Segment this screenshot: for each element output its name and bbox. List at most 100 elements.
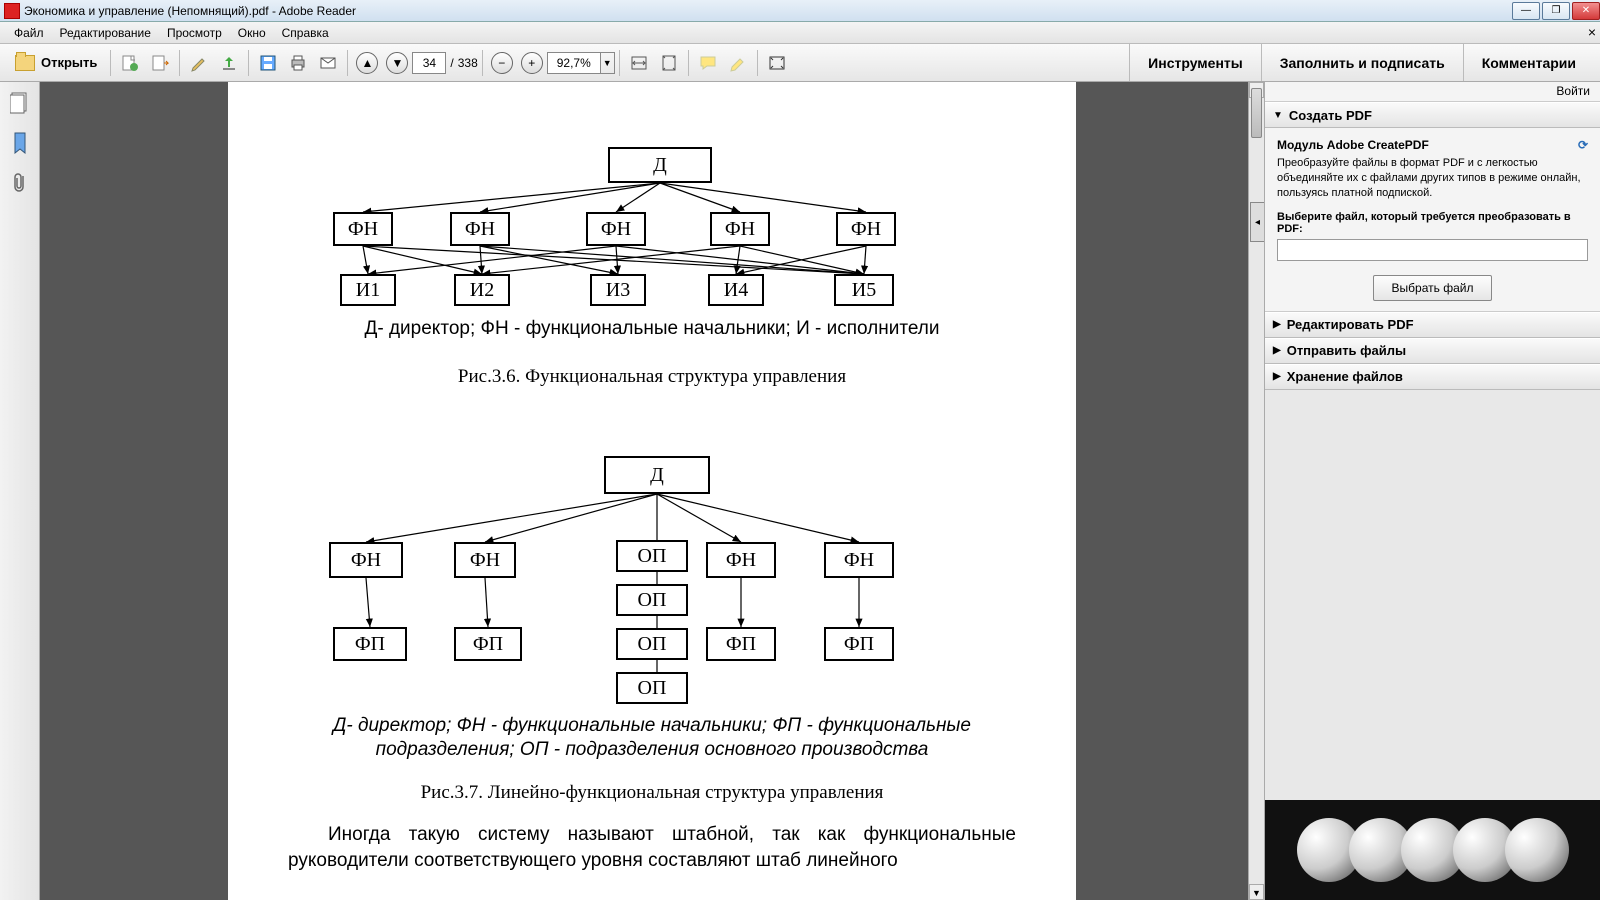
- module-description: Преобразуйте файлы в формат PDF и с легк…: [1277, 156, 1588, 201]
- thumbnails-icon[interactable]: [7, 90, 33, 116]
- zoom-input[interactable]: [548, 53, 600, 73]
- node-P2: ФП: [454, 627, 522, 661]
- section-store-files[interactable]: ▶ Хранение файлов: [1265, 364, 1600, 390]
- pdf-page: Д ФН ФН ФН ФН ФН И1 И2 И3 И4 И5 Д- директор; ФН - …: [228, 82, 1076, 900]
- menu-bar: Файл Редактирование Просмотр Окно Справк…: [0, 22, 1600, 44]
- right-panel: Войти ▼ Создать PDF Модуль Adobe CreateP…: [1264, 82, 1600, 900]
- read-mode-icon[interactable]: [764, 50, 790, 76]
- refresh-icon[interactable]: ⟳: [1578, 138, 1588, 152]
- node-P1: ФП: [333, 627, 407, 661]
- folder-icon: [15, 55, 35, 71]
- email-icon[interactable]: [315, 50, 341, 76]
- node-I3: И3: [590, 274, 646, 306]
- node-F2: ФН: [450, 212, 510, 246]
- node-I4: И4: [708, 274, 764, 306]
- ad-banner[interactable]: [1265, 800, 1600, 900]
- node-D: Д: [604, 456, 710, 494]
- section-store-title: Хранение файлов: [1287, 369, 1403, 384]
- document-area[interactable]: Д ФН ФН ФН ФН ФН И1 И2 И3 И4 И5 Д- директор; ФН - …: [40, 82, 1264, 900]
- chevron-right-icon: ▶: [1273, 371, 1281, 382]
- page-total: 338: [458, 56, 478, 70]
- section-send-files[interactable]: ▶ Отправить файлы: [1265, 338, 1600, 364]
- page-number-input[interactable]: [412, 52, 446, 74]
- diagram1-legend: Д- директор; ФН - функциональные начальн…: [228, 318, 1076, 340]
- node-O3: ОП: [616, 628, 688, 660]
- node-D: Д: [608, 147, 712, 183]
- fit-page-icon[interactable]: [656, 50, 682, 76]
- export-pdf-icon[interactable]: [147, 50, 173, 76]
- scroll-thumb[interactable]: [1251, 88, 1262, 138]
- tab-fill-sign[interactable]: Заполнить и подписать: [1261, 44, 1463, 81]
- section-edit-title: Редактировать PDF: [1287, 317, 1414, 332]
- open-button[interactable]: Открыть: [6, 49, 106, 77]
- app-icon: [4, 3, 20, 19]
- print-icon[interactable]: [285, 50, 311, 76]
- node-F3: ФН: [706, 542, 776, 578]
- login-link[interactable]: Войти: [1265, 82, 1600, 102]
- diagram2-legend: Д- директор; ФН - функциональные начальн…: [228, 714, 1076, 762]
- diagram1-caption: Рис.3.6. Функциональная структура управл…: [228, 366, 1076, 388]
- section-create-pdf[interactable]: ▼ Создать PDF: [1265, 102, 1600, 128]
- section-create-title: Создать PDF: [1289, 108, 1372, 123]
- file-input[interactable]: [1277, 239, 1588, 261]
- diagram2-caption: Рис.3.7. Линейно-функциональная структур…: [228, 782, 1076, 804]
- open-label: Открыть: [41, 55, 97, 70]
- node-F5: ФН: [836, 212, 896, 246]
- zoom-dropdown-icon[interactable]: ▼: [600, 53, 614, 73]
- node-O4: ОП: [616, 672, 688, 704]
- panel-filler: [1265, 390, 1600, 800]
- document-close-icon[interactable]: ×: [1588, 24, 1596, 40]
- menu-view[interactable]: Просмотр: [159, 24, 230, 42]
- section-send-title: Отправить файлы: [1287, 343, 1406, 358]
- create-pdf-icon[interactable]: [117, 50, 143, 76]
- bookmark-icon[interactable]: [7, 130, 33, 156]
- tab-tools[interactable]: Инструменты: [1129, 44, 1261, 81]
- node-I2: И2: [454, 274, 510, 306]
- title-bar: Экономика и управление (Непомнящий).pdf …: [0, 0, 1600, 22]
- node-F4: ФН: [824, 542, 894, 578]
- choose-file-button[interactable]: Выбрать файл: [1373, 275, 1493, 301]
- menu-edit[interactable]: Редактирование: [52, 24, 159, 42]
- zoom-in-button[interactable]: +: [519, 50, 545, 76]
- page-up-button[interactable]: ▲: [354, 50, 380, 76]
- sign-icon[interactable]: [186, 50, 212, 76]
- chevron-right-icon: ▶: [1273, 345, 1281, 356]
- node-P4: ФП: [824, 627, 894, 661]
- tab-comments[interactable]: Комментарии: [1463, 44, 1594, 81]
- menu-file[interactable]: Файл: [6, 24, 52, 42]
- create-pdf-body: Модуль Adobe CreatePDF ⟳ Преобразуйте фа…: [1265, 128, 1600, 312]
- toolbar: Открыть ▲ ▼ / 338 − + ▼ Инструменты Запо…: [0, 44, 1600, 82]
- minimize-button[interactable]: —: [1512, 2, 1540, 20]
- scroll-down-icon[interactable]: ▼: [1249, 884, 1264, 900]
- select-file-label: Выберите файл, который требуется преобра…: [1277, 211, 1588, 235]
- node-F1: ФН: [329, 542, 403, 578]
- page-down-button[interactable]: ▼: [384, 50, 410, 76]
- node-P3: ФП: [706, 627, 776, 661]
- node-O1: ОП: [616, 540, 688, 572]
- node-F4: ФН: [710, 212, 770, 246]
- panel-collapse-handle[interactable]: ◂: [1250, 202, 1264, 242]
- node-I1: И1: [340, 274, 396, 306]
- chevron-right-icon: ▶: [1273, 319, 1281, 330]
- page-sep: /: [450, 56, 453, 70]
- upload-icon[interactable]: [216, 50, 242, 76]
- node-O2: ОП: [616, 584, 688, 616]
- left-rail: [0, 82, 40, 900]
- save-icon[interactable]: [255, 50, 281, 76]
- comment-icon[interactable]: [695, 50, 721, 76]
- chevron-down-icon: ▼: [1273, 110, 1283, 121]
- body-paragraph: Иногда такую систему называют штабной, т…: [288, 822, 1016, 873]
- menu-help[interactable]: Справка: [274, 24, 337, 42]
- maximize-button[interactable]: ❐: [1542, 2, 1570, 20]
- zoom-field[interactable]: ▼: [547, 52, 615, 74]
- zoom-out-button[interactable]: −: [489, 50, 515, 76]
- node-F1: ФН: [333, 212, 393, 246]
- fit-width-icon[interactable]: [626, 50, 652, 76]
- section-edit-pdf[interactable]: ▶ Редактировать PDF: [1265, 312, 1600, 338]
- menu-window[interactable]: Окно: [230, 24, 274, 42]
- node-I5: И5: [834, 274, 894, 306]
- close-button[interactable]: ✕: [1572, 2, 1600, 20]
- attachment-icon[interactable]: [7, 170, 33, 196]
- highlight-icon[interactable]: [725, 50, 751, 76]
- window-title: Экономика и управление (Непомнящий).pdf …: [24, 4, 1510, 18]
